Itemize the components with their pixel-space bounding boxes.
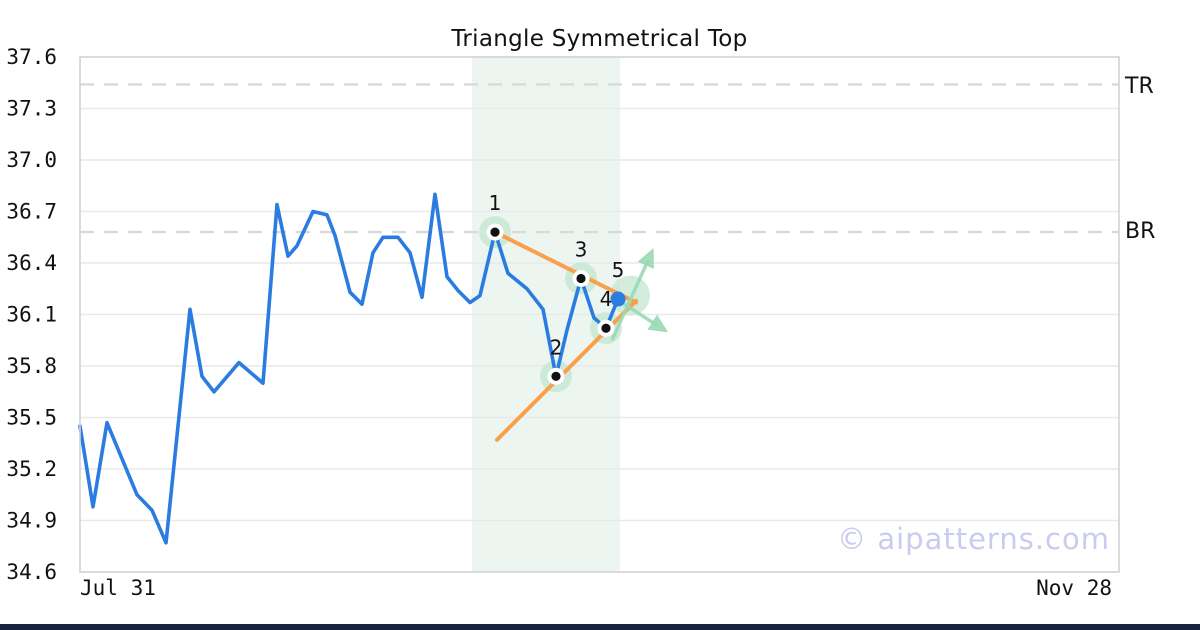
level-label-tr: TR [1125, 74, 1154, 99]
level-label-br: BR [1125, 219, 1156, 244]
breakout-arrow-down-head-icon [647, 314, 668, 333]
pattern-point-label: 2 [550, 335, 563, 359]
pattern-point-dot [601, 323, 611, 333]
y-tick-label: 37.0 [6, 148, 57, 172]
pattern-point-dot [551, 371, 561, 381]
y-tick-label: 36.4 [6, 251, 57, 275]
current-point-dot [610, 291, 626, 307]
pattern-point-label: 5 [612, 258, 625, 282]
y-tick-label: 35.8 [6, 354, 57, 378]
trendline-upper [493, 230, 638, 305]
y-tick-label: 34.9 [6, 509, 57, 533]
y-tick-label: 34.6 [6, 560, 57, 584]
y-tick-label: 35.5 [6, 406, 57, 430]
y-tick-label: 37.3 [6, 97, 57, 121]
pattern-point-dot [576, 273, 586, 284]
watermark: © aipatterns.com [837, 522, 1110, 556]
y-tick-label: 36.1 [6, 303, 57, 327]
x-axis-start-label: Jul 31 [80, 576, 156, 600]
chart-title: Triangle Symmetrical Top [451, 26, 748, 52]
x-axis-end-label: Nov 28 [1036, 576, 1112, 600]
pattern-point-label: 3 [575, 237, 588, 261]
y-tick-label: 37.6 [6, 45, 57, 69]
plot-border [79, 56, 1120, 573]
price-line [78, 192, 620, 545]
y-tick-label: 36.7 [6, 200, 57, 224]
pattern-point-label: 4 [600, 287, 613, 311]
y-tick-label: 35.2 [6, 457, 57, 481]
breakout-arrow-up-head-icon [637, 248, 654, 269]
breakout-arrow-down-shaft [618, 299, 658, 327]
footer-accent-bar [0, 624, 1200, 630]
breakout-arrow-up-shaft [610, 259, 650, 341]
pattern-point-label: 1 [489, 191, 502, 215]
pattern-point-dot [490, 227, 500, 237]
